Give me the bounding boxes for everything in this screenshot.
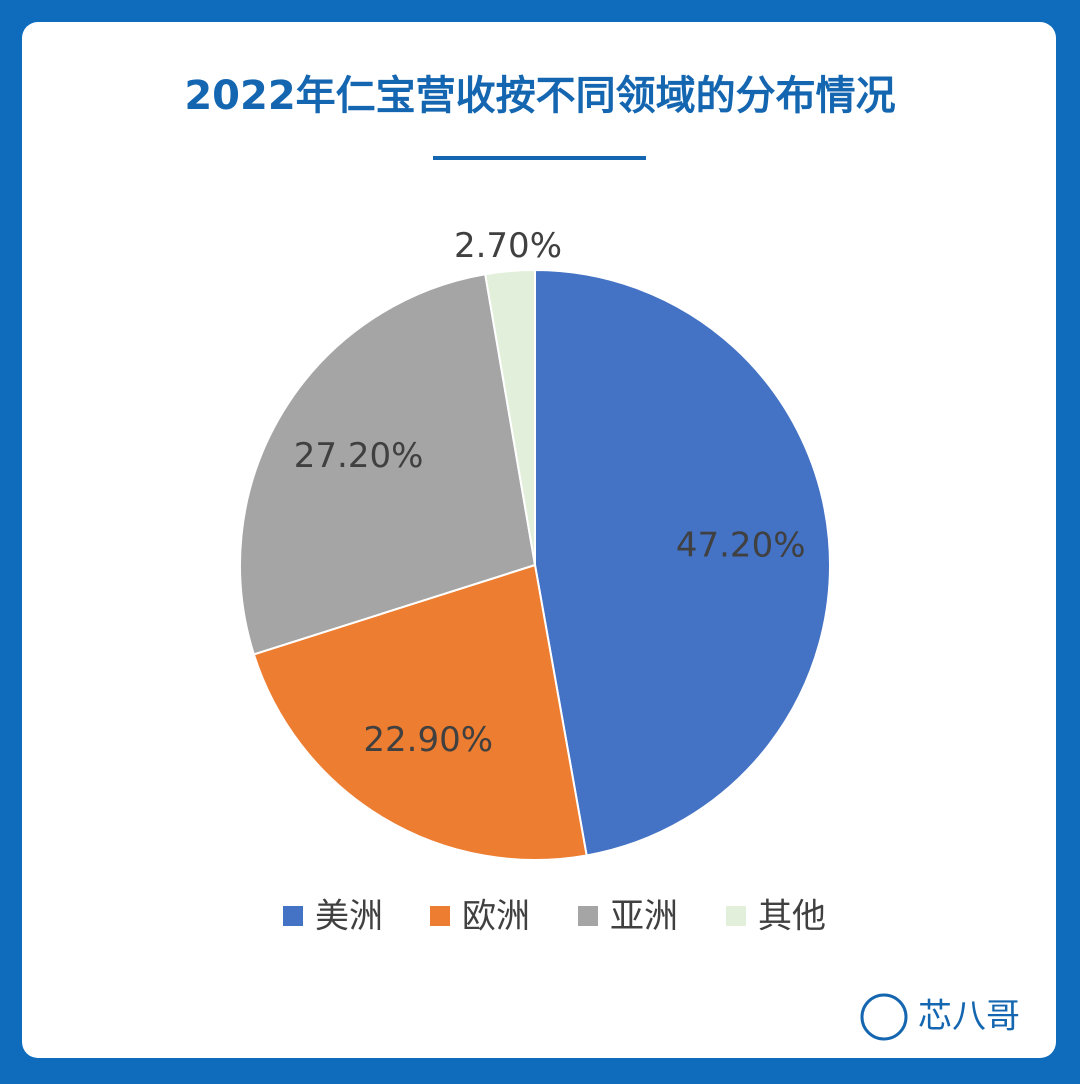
legend-swatch [283,906,303,926]
chart-title: 2022年仁宝营收按不同领域的分布情况 [184,73,895,119]
pie: 47.20% 22.90% 27.20% 2.70% [239,226,831,861]
title-underline [433,156,646,160]
pie-slice [534,268,831,857]
data-label: 47.20% [676,525,806,565]
legend-label: 亚洲 [610,897,678,937]
legend-swatch [430,906,450,926]
legend-swatch [726,906,746,926]
legend-label: 欧洲 [462,897,530,937]
brand-name: 芯八哥 [918,997,1020,1037]
legend-label: 美洲 [315,897,383,937]
data-label: 2.70% [454,226,562,266]
pie-slice [239,273,537,656]
data-label: 22.90% [363,720,493,760]
legend-swatch [578,906,598,926]
legend: 美洲 欧洲 亚洲 其他 [283,897,826,937]
legend-label: 其他 [758,897,826,937]
brand-logo [860,993,908,1041]
pie-slice [484,268,536,566]
pie-slice [252,563,588,861]
data-label: 27.20% [294,436,424,476]
